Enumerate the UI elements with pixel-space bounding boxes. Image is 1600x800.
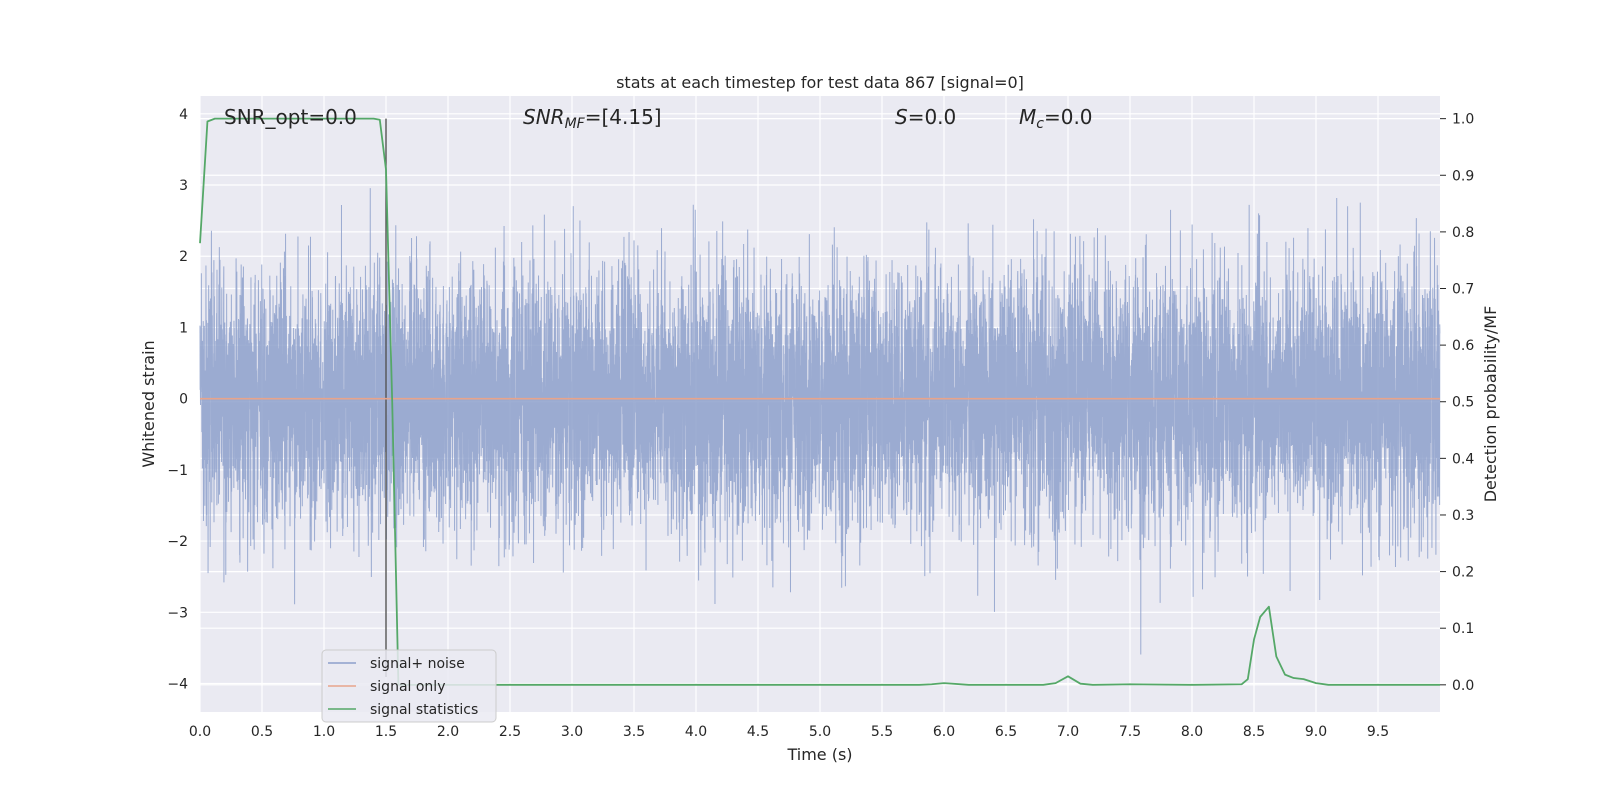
y2-tick-label: 0.1 [1452,621,1474,637]
annotation-snr-opt: SNR_opt=0.0 [224,105,357,129]
y-tick-label: −3 [167,605,188,621]
x-tick-label: 6.0 [933,724,955,740]
series-signal-noise [199,188,1441,655]
x-tick-label: 5.5 [871,724,893,740]
y-tick-label: −2 [167,534,188,550]
y2-tick-label: 0.3 [1452,508,1474,524]
y2-tick-label: 1.0 [1452,112,1474,128]
y2-tick-label: 0.2 [1452,565,1474,581]
annotation-mc-value: =0.0 [1044,105,1093,129]
annotation-snr-mf: SNRMF=[4.15] [523,105,662,132]
y-tick-label: −4 [167,677,188,693]
x-tick-label: 1.5 [375,724,397,740]
annotation-snr-mf-subscript: MF [565,116,586,132]
y2-tick-label: 0.5 [1452,395,1474,411]
x-tick-label: 3.0 [561,724,583,740]
legend-box [321,649,497,723]
legend-label-signal-noise: signal+ noise [370,656,465,672]
annotation-s: S=0.0 [895,105,956,129]
x-tick-label: 0.5 [251,724,273,740]
y-tick-label: 2 [179,249,188,265]
ticks: 0.0 0.5 1.0 1.5 2.0 2.5 3.0 3.5 4.0 4.5 5.0 5.5 6.0 6… [167,107,1474,740]
y2-tick-label: 0.0 [1452,678,1474,694]
annotation-snr-mf-symbol: SNR [523,105,565,129]
x-axis-label: Time (s) [786,745,852,764]
x-tick-label: 6.5 [995,724,1017,740]
y-tick-label: 3 [179,178,188,194]
y-axis-label: Whitened strain [139,340,158,467]
y-tick-label: 4 [179,107,188,123]
y-tick-label: −1 [167,463,188,479]
x-tick-label: 5.0 [809,724,831,740]
x-tick-label: 4.0 [685,724,707,740]
y2-tick-label: 0.9 [1452,168,1474,184]
y2-tick-label: 0.8 [1452,225,1474,241]
annotation-mc-symbol: M [1019,105,1036,129]
x-tick-label: 7.5 [1119,724,1141,740]
y2-tick-label: 0.6 [1452,338,1474,354]
x-tick-label: 8.5 [1243,724,1265,740]
x-tick-label: 8.0 [1181,724,1203,740]
chart-title: stats at each timestep for test data 867… [616,73,1024,92]
x-tick-label: 9.0 [1305,724,1327,740]
y2-axis-label: Detection probability/MF [1481,306,1500,503]
y-tick-label: 0 [179,392,188,408]
x-tick-label: 4.5 [747,724,769,740]
line-layer [199,117,1441,686]
y2-tick-label: 0.4 [1452,451,1474,467]
x-tick-label: 2.5 [499,724,521,740]
series-line-signal-noise [199,188,1441,655]
legend-label-signal-only: signal only [370,679,445,695]
x-tick-label: 1.0 [313,724,335,740]
x-tick-label: 7.0 [1057,724,1079,740]
annotation-s-symbol: S [895,105,908,129]
annotation-mc-subscript: c [1036,116,1044,132]
annotation-mc: Mc=0.0 [1019,105,1093,132]
annotation-snr-mf-value: =[4.15] [585,105,662,129]
x-tick-label: 0.0 [189,724,211,740]
legend: signal+ noise signal only signal statist… [321,649,497,723]
annotation-s-value: =0.0 [908,105,957,129]
x-tick-label: 2.0 [437,724,459,740]
y-tick-label: 1 [179,320,188,336]
y2-tick-label: 0.7 [1452,282,1474,298]
x-tick-label: 3.5 [623,724,645,740]
x-tick-label: 9.5 [1367,724,1389,740]
legend-label-signal-statistics: signal statistics [370,702,478,718]
